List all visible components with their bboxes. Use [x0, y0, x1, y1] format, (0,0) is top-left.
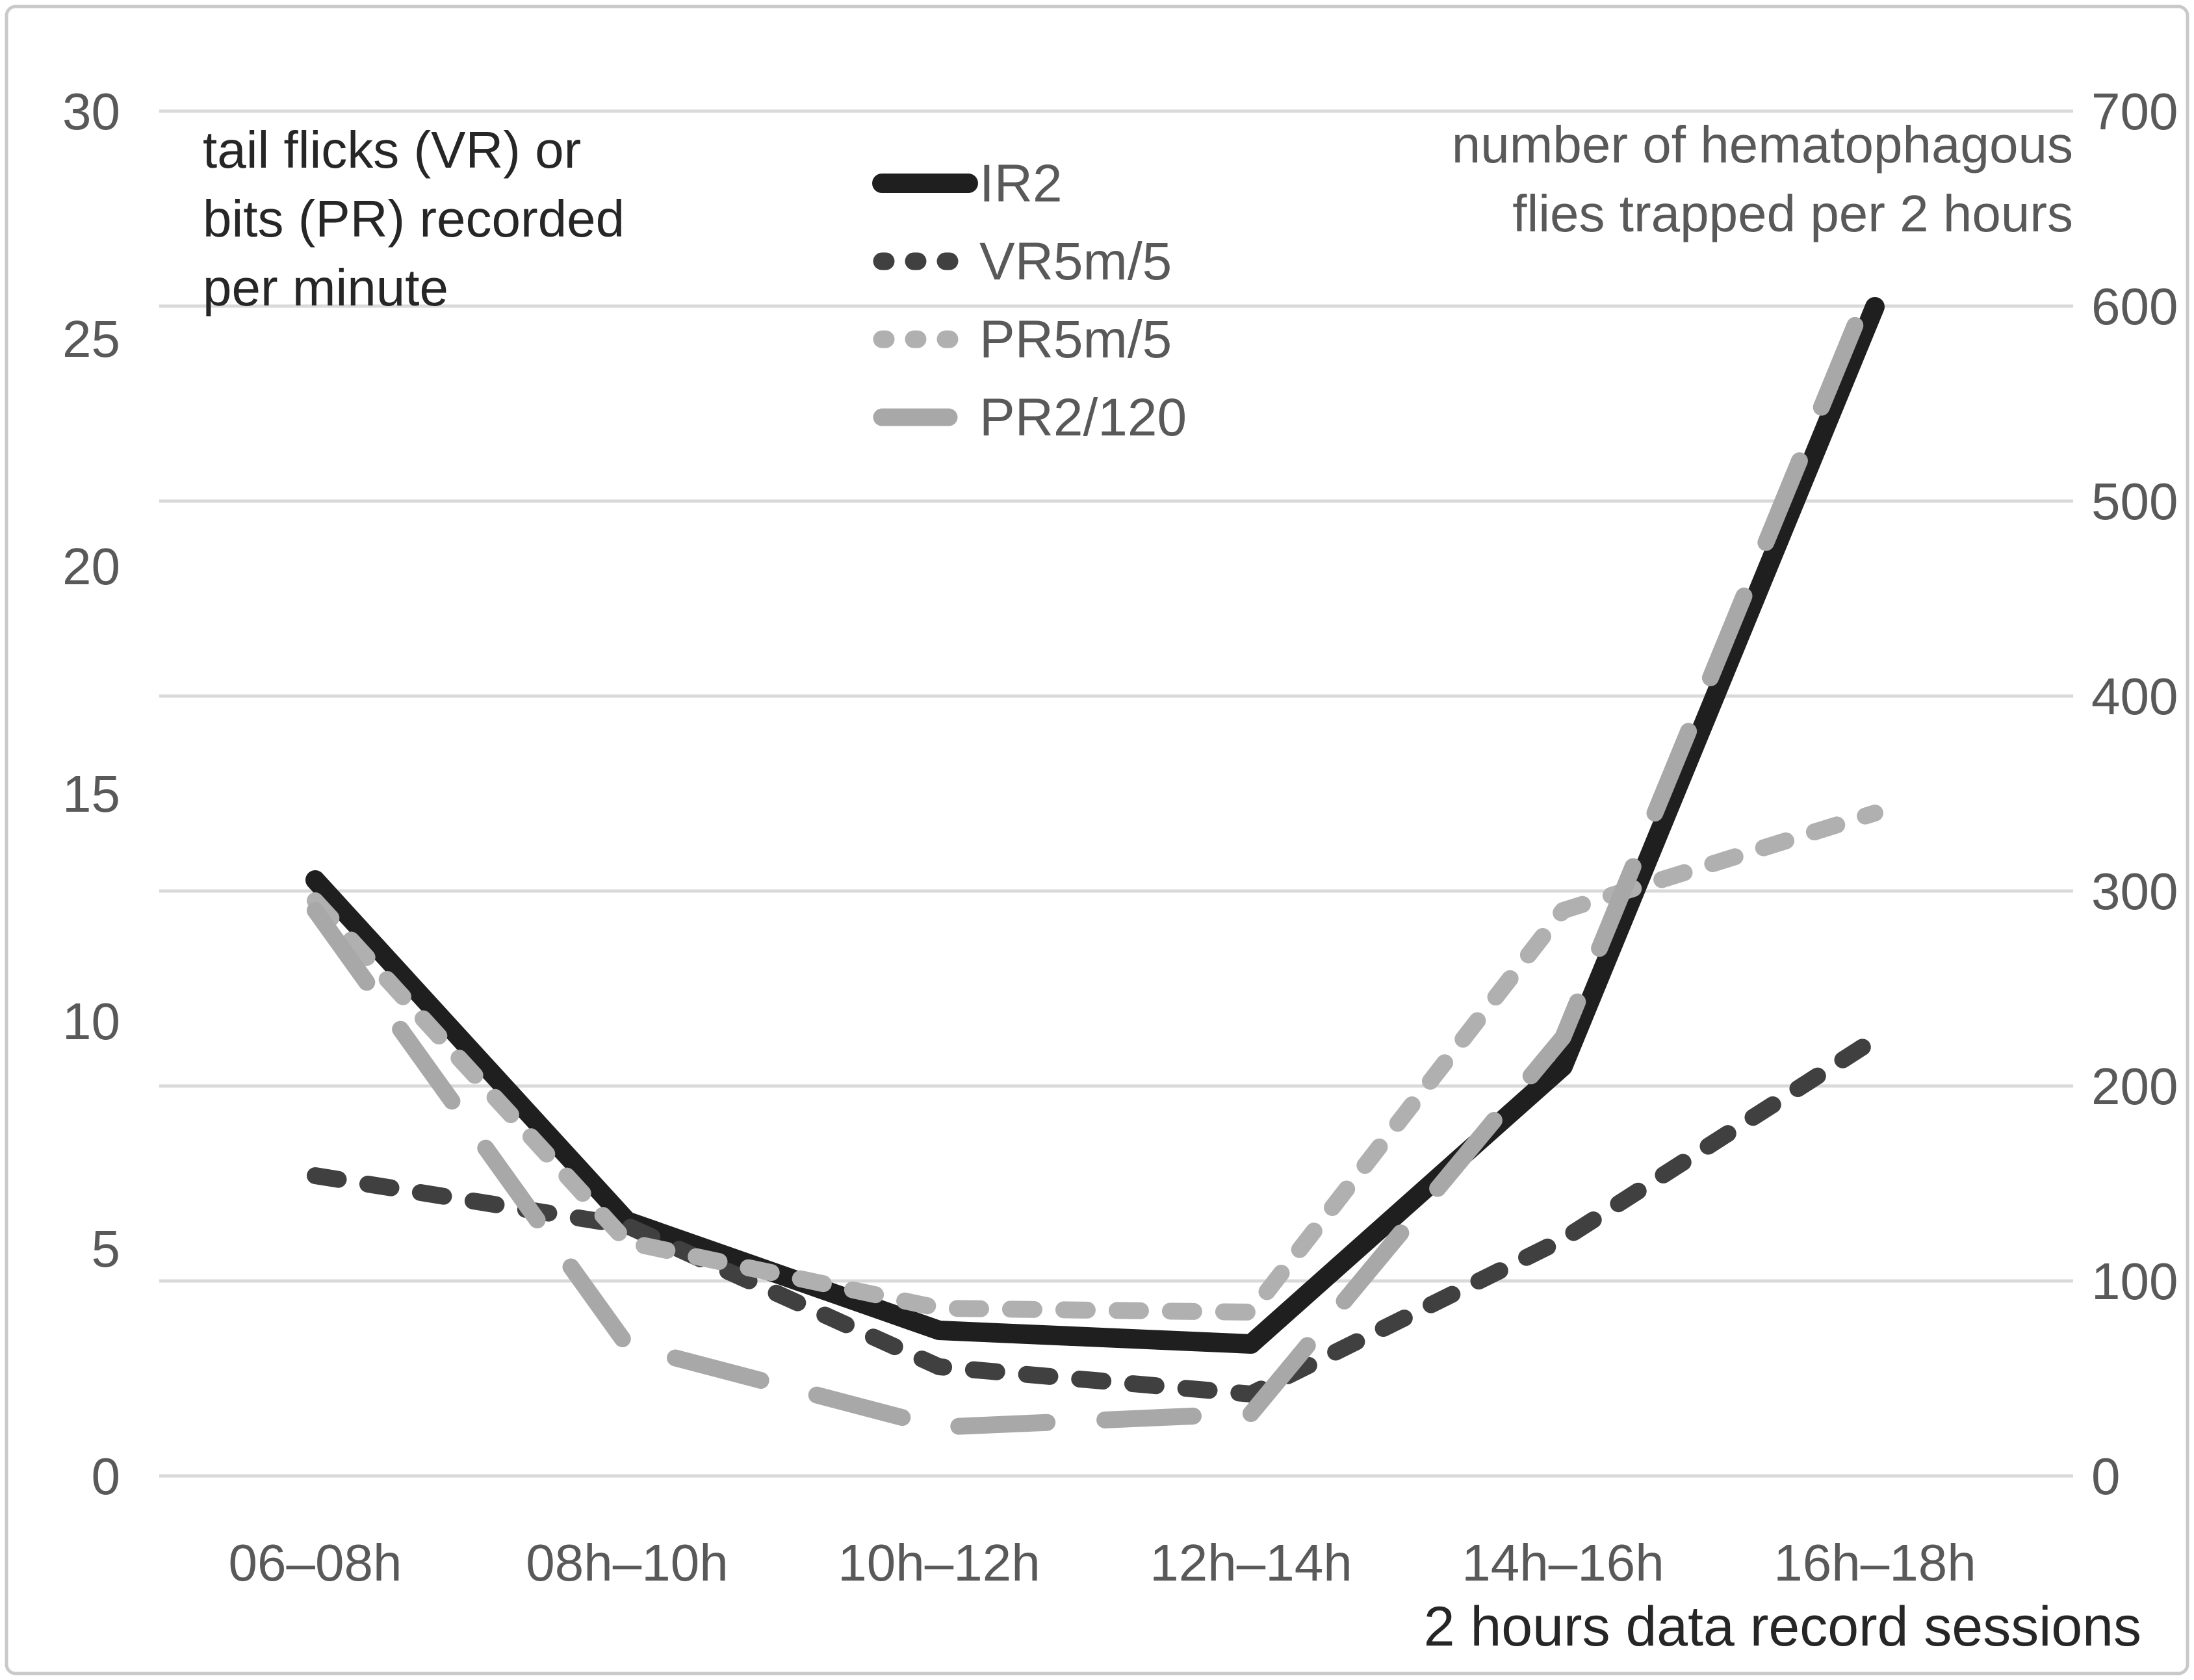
x-tick-label-0: 06–08h — [229, 1534, 402, 1592]
legend-label: IR2 — [979, 154, 1063, 213]
left-tick-label-5: 5 — [92, 1220, 121, 1278]
left-tick-label-25: 25 — [62, 310, 120, 368]
legend-item-pr2-120: PR2/120 — [873, 388, 1187, 447]
series-line-pr5m-5 — [307, 805, 1883, 1321]
right-tick-label-500: 500 — [2091, 472, 2178, 530]
series-line-vr5m-5 — [307, 1031, 1883, 1402]
right-tick-label-0: 0 — [2091, 1447, 2121, 1505]
left-axis-title-line: per minute — [203, 259, 448, 317]
left-tick-label-15: 15 — [62, 765, 120, 823]
figure-border — [5, 5, 2189, 1675]
left-tick-label-10: 10 — [62, 992, 120, 1050]
left-tick-label-30: 30 — [62, 83, 120, 140]
figure-frame — [5, 5, 2189, 1675]
legend-label: PR5m/5 — [979, 310, 1172, 369]
series-line-pr2-120 — [307, 268, 1883, 1436]
right-axis-title-line: flies trapped per 2 hours — [1512, 185, 2073, 242]
x-tick-label-3: 12h–14h — [1150, 1534, 1352, 1592]
right-tick-label-400: 400 — [2091, 667, 2178, 725]
legend-label: PR2/120 — [979, 388, 1187, 447]
left-tick-label-20: 20 — [62, 537, 120, 595]
legend-label: VR5m/5 — [979, 232, 1172, 291]
right-tick-label-100: 100 — [2091, 1252, 2178, 1310]
legend-item-pr5m-5: PR5m/5 — [873, 310, 1172, 369]
axis-titles: 2 hours data record sessions tail flicks… — [203, 116, 2141, 1658]
data-series — [305, 268, 1885, 1436]
right-axis-ticks: 700 600 500 400 300 200 100 0 — [2091, 83, 2178, 1505]
x-tick-label-2: 10h–12h — [838, 1534, 1040, 1592]
series-line-ir2 — [305, 297, 1885, 1354]
left-tick-label-0: 0 — [92, 1447, 121, 1505]
x-tick-label-1: 08h–10h — [526, 1534, 728, 1592]
x-tick-label-4: 14h–16h — [1462, 1534, 1664, 1592]
right-tick-label-300: 300 — [2091, 862, 2178, 920]
x-axis-ticks: 06–08h 08h–10h 10h–12h 12h–14h 14h–16h 16h–18… — [229, 1534, 1976, 1592]
right-axis-title-line: number of hematophagous — [1452, 116, 2073, 174]
right-tick-label-700: 700 — [2091, 83, 2178, 140]
x-axis-title: 2 hours data record sessions — [1424, 1596, 2141, 1658]
x-tick-label-5: 16h–18h — [1774, 1534, 1976, 1592]
legend: IR2 VR5m/5 PR5m/5 PR2/120 — [872, 154, 1187, 447]
right-tick-label-600: 600 — [2091, 278, 2178, 335]
left-axis-title-line: tail flicks (VR) or — [203, 121, 581, 179]
legend-item-vr5m-5: VR5m/5 — [873, 232, 1172, 291]
gridlines — [159, 109, 2073, 1478]
left-axis-title-line: bits (PR) recorded — [203, 190, 625, 248]
left-axis-ticks: 30 25 20 15 10 5 0 — [62, 83, 120, 1505]
right-tick-label-200: 200 — [2091, 1057, 2178, 1115]
legend-item-ir2: IR2 — [872, 154, 1063, 213]
